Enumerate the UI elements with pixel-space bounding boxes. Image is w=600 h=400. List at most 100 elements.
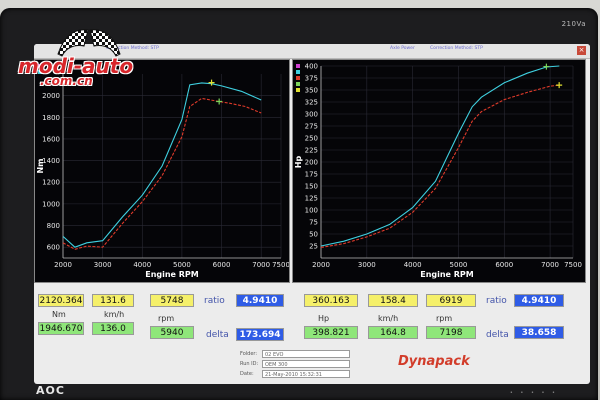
y-tick-label: 300 bbox=[305, 111, 318, 119]
date-label: Date: bbox=[240, 371, 254, 377]
y-tick-label: 1200 bbox=[42, 179, 60, 187]
power-chart-panel: 25 50 75 100 125 150 175 200 225 250 275 300 325 350 3… bbox=[292, 59, 586, 283]
y-tick-label: 25 bbox=[309, 243, 318, 251]
runid-label: Run ID: bbox=[240, 361, 259, 367]
date-field[interactable]: 21-May-2010 15:32:31 bbox=[262, 370, 350, 378]
y-tick-label: 275 bbox=[305, 123, 318, 131]
y-tick-label: 100 bbox=[305, 207, 318, 215]
x-tick-label: 7000 bbox=[541, 261, 559, 269]
y-tick-label: 1000 bbox=[42, 200, 60, 208]
y-tick-label: 200 bbox=[305, 159, 318, 167]
y-tick-label: 1800 bbox=[42, 114, 60, 122]
y-tick-label: 75 bbox=[309, 219, 318, 227]
x-tick-label: 5000 bbox=[450, 261, 468, 269]
left-ratio-value: 4.9410 bbox=[236, 294, 284, 307]
left-delta-value: 173.694 bbox=[236, 328, 284, 341]
x-tick-label: 7500 bbox=[564, 261, 582, 269]
y-tick-label: 400 bbox=[305, 63, 318, 71]
right-window-title-method: Correction Method: STP bbox=[430, 46, 483, 51]
close-button[interactable]: × bbox=[577, 46, 586, 55]
cursor-marker bbox=[208, 79, 215, 86]
checkered-flags-icon bbox=[57, 29, 121, 57]
x-axis-label: Engine RPM bbox=[145, 270, 199, 279]
right-top-rpm: 6919 bbox=[426, 294, 476, 307]
y-tick-label: 325 bbox=[305, 99, 318, 107]
y-tick-label: 50 bbox=[309, 231, 318, 239]
x-tick-label: 7000 bbox=[252, 261, 270, 269]
y-tick-label: 2000 bbox=[42, 92, 60, 100]
x-tick-label: 4000 bbox=[404, 261, 422, 269]
right-bottom-power: 398.821 bbox=[304, 326, 358, 339]
x-tick-label: 2000 bbox=[312, 261, 330, 269]
y-tick-label: 175 bbox=[305, 171, 318, 179]
y-tick-label: 800 bbox=[47, 222, 60, 230]
left-top-rpm: 5748 bbox=[150, 294, 194, 307]
left-header-rpm: rpm bbox=[158, 314, 175, 323]
x-tick-label: 3000 bbox=[358, 261, 376, 269]
cursor-marker bbox=[543, 63, 550, 70]
left-header-kmh: km/h bbox=[104, 310, 125, 319]
left-top-torque: 2120.364 bbox=[38, 294, 84, 307]
folder-field[interactable]: 02 EVO bbox=[262, 350, 350, 358]
monitor-buttons[interactable]: • • • • • bbox=[509, 390, 558, 396]
left-header-nm: Nm bbox=[52, 310, 66, 319]
left-window-title: Correction Method: STP bbox=[106, 46, 159, 51]
x-tick-label: 4000 bbox=[133, 261, 151, 269]
torque-chart: 600 800 1000 1200 1400 1600 1800 2000 2000 3000 40… bbox=[36, 64, 289, 279]
legend-swatch bbox=[296, 82, 300, 86]
watermark-domain: .com.cn bbox=[40, 74, 93, 88]
y-tick-label: 250 bbox=[305, 135, 318, 143]
left-ratio-label: ratio bbox=[204, 296, 225, 306]
y-tick-label: 375 bbox=[305, 75, 318, 83]
left-top-speed: 131.6 bbox=[92, 294, 134, 307]
x-tick-label: 7500 bbox=[272, 261, 289, 269]
right-ratio-value: 4.9410 bbox=[514, 294, 564, 307]
x-tick-label: 6000 bbox=[495, 261, 513, 269]
series-line-red bbox=[320, 84, 560, 248]
monitor-screen: Correction Method: STP Axle Power Correc… bbox=[34, 44, 590, 384]
right-window-title-axle: Axle Power bbox=[390, 46, 415, 51]
x-axis-label: Engine RPM bbox=[420, 270, 474, 279]
right-header-rpm: rpm bbox=[436, 314, 453, 323]
y-tick-label: 1400 bbox=[42, 157, 60, 165]
legend-swatch bbox=[38, 64, 42, 68]
x-tick-label: 6000 bbox=[213, 261, 231, 269]
y-axis-label: Nm bbox=[36, 158, 45, 173]
legend-swatch bbox=[296, 88, 300, 92]
power-chart: 25 50 75 100 125 150 175 200 225 250 275 300 325 350 3… bbox=[294, 63, 582, 280]
y-tick-label: 350 bbox=[305, 87, 318, 95]
watermark-logo: modi-auto .com.cn bbox=[6, 24, 156, 88]
y-tick-label: 150 bbox=[305, 183, 318, 191]
right-bottom-speed: 164.8 bbox=[368, 326, 418, 339]
monitor-model: 210Va bbox=[561, 20, 586, 28]
legend-swatch bbox=[296, 64, 300, 68]
series-line-red bbox=[62, 97, 262, 250]
left-delta-label: delta bbox=[206, 330, 229, 340]
right-top-power: 360.163 bbox=[304, 294, 358, 307]
folder-label: Folder: bbox=[240, 351, 258, 357]
monitor-brand: AOC bbox=[36, 384, 65, 397]
legend-swatch bbox=[296, 76, 300, 80]
right-header-hp: Hp bbox=[318, 314, 330, 323]
dynapack-logo: Dynapack bbox=[398, 354, 470, 369]
left-bottom-speed: 136.0 bbox=[92, 322, 134, 335]
legend-swatch bbox=[38, 70, 42, 74]
y-tick-label: 225 bbox=[305, 147, 318, 155]
right-top-speed: 158.4 bbox=[368, 294, 418, 307]
y-tick-label: 600 bbox=[47, 244, 60, 252]
x-tick-label: 2000 bbox=[54, 261, 72, 269]
left-bottom-torque: 1946.670 bbox=[38, 322, 84, 335]
left-bottom-rpm: 5940 bbox=[150, 326, 194, 339]
right-bottom-rpm: 7198 bbox=[426, 326, 476, 339]
series-line-cyan bbox=[320, 65, 560, 247]
torque-chart-panel: 600 800 1000 1200 1400 1600 1800 2000 2000 3000 40… bbox=[34, 59, 290, 283]
cursor-marker bbox=[216, 98, 223, 105]
legend-swatch bbox=[296, 70, 300, 74]
y-tick-label: 125 bbox=[305, 195, 318, 203]
right-header-kmh: km/h bbox=[378, 314, 399, 323]
y-tick-label: 1600 bbox=[42, 135, 60, 143]
x-tick-label: 5000 bbox=[173, 261, 191, 269]
window-titlebar: Correction Method: STP Axle Power Correc… bbox=[34, 44, 590, 59]
runid-field[interactable]: OEM 300 bbox=[262, 360, 350, 368]
